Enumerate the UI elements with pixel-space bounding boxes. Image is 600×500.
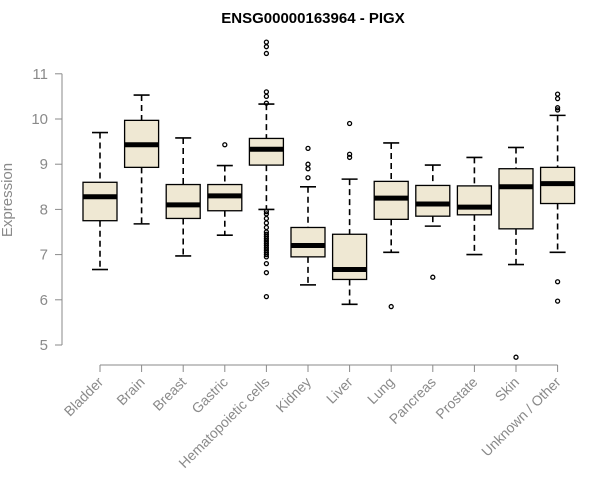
box-bladder: [82, 131, 118, 271]
box-kidney: [290, 145, 326, 286]
outlier-liver-2: [346, 120, 353, 127]
x-tick-label-skin: Skin: [492, 374, 523, 405]
outlier-hematopoietic-cells-1: [263, 44, 270, 50]
box-breast: [165, 137, 201, 257]
iqr-box-breast: [165, 183, 201, 220]
y-tick-label-5: 5: [40, 337, 48, 354]
outlier-unknown-other-4: [554, 279, 561, 285]
box-pancreas: [415, 164, 451, 280]
outlier-liver-0: [346, 154, 353, 161]
box-lung: [373, 142, 409, 310]
outlier-unknown-other-2: [554, 96, 561, 102]
outlier-hematopoietic-cells-5: [263, 100, 270, 106]
outlier-gastric-0: [222, 142, 228, 148]
iqr-box-prostate: [456, 185, 493, 216]
outlier-hematopoietic-cells-4: [263, 93, 270, 100]
x-tick-label-brain: Brain: [113, 374, 147, 408]
outlier-hematopoietic-cells-6: [263, 209, 270, 215]
box-liver: [331, 120, 368, 306]
x-tick-label-lung: Lung: [364, 374, 397, 407]
box-gastric: [207, 142, 243, 236]
outlier-hematopoietic-cells-21: [263, 251, 270, 258]
outlier-skin-0: [513, 354, 519, 360]
outlier-kidney-0: [305, 175, 311, 181]
iqr-box-bladder: [82, 181, 118, 222]
iqr-box-pancreas: [415, 184, 451, 217]
outlier-unknown-other-5: [554, 298, 561, 304]
outlier-hematopoietic-cells-0: [263, 39, 270, 45]
x-tick-label-bladder: Bladder: [61, 374, 107, 420]
outlier-kidney-2: [305, 161, 311, 167]
y-tick-label-8: 8: [40, 201, 48, 218]
outlier-hematopoietic-cells-24: [263, 270, 270, 276]
y-tick-label-10: 10: [31, 111, 48, 128]
iqr-box-skin: [498, 168, 534, 230]
outlier-unknown-other-0: [554, 107, 561, 113]
outlier-liver-1: [346, 151, 353, 157]
x-tick-label-prostate: Prostate: [432, 374, 480, 422]
x-tick-label-liver: Liver: [323, 374, 356, 407]
y-tick-label-9: 9: [40, 156, 48, 173]
box-hematopoietic-cells: [248, 39, 285, 300]
box-skin: [498, 146, 534, 360]
outlier-pancreas-0: [430, 274, 436, 280]
outlier-hematopoietic-cells-23: [263, 260, 270, 267]
outlier-kidney-3: [305, 145, 311, 152]
x-tick-label-kidney: Kidney: [273, 374, 315, 416]
y-tick-label-7: 7: [40, 247, 48, 264]
iqr-box-kidney: [290, 226, 326, 258]
y-tick-label-11: 11: [32, 66, 48, 83]
outlier-hematopoietic-cells-10: [263, 224, 270, 231]
outlier-lung-0: [388, 303, 394, 310]
box-brain: [123, 94, 160, 225]
outlier-hematopoietic-cells-3: [263, 89, 270, 95]
outlier-hematopoietic-cells-25: [263, 293, 270, 300]
boxes-group: [82, 39, 576, 360]
x-tick-label-unknown-other: Unknown / Other: [478, 374, 564, 460]
outlier-hematopoietic-cells-22: [263, 254, 270, 260]
box-unknown-other: [539, 91, 576, 304]
iqr-box-liver: [331, 233, 368, 281]
y-tick-label-6: 6: [40, 292, 48, 309]
chart-title: ENSG00000163964 - PIGX: [221, 10, 404, 27]
y-axis: 5 6 7 8 9 10 11: [31, 66, 63, 354]
outlier-hematopoietic-cells-8: [263, 215, 270, 222]
outlier-hematopoietic-cells-9: [263, 220, 270, 226]
box-prostate: [456, 156, 493, 256]
x-tick-label-breast: Breast: [149, 374, 189, 414]
y-axis-label: Expression: [0, 163, 16, 237]
outlier-unknown-other-1: [554, 105, 561, 111]
outlier-kidney-1: [305, 166, 311, 172]
outlier-unknown-other-3: [554, 91, 561, 97]
outlier-hematopoietic-cells-2: [263, 50, 270, 57]
